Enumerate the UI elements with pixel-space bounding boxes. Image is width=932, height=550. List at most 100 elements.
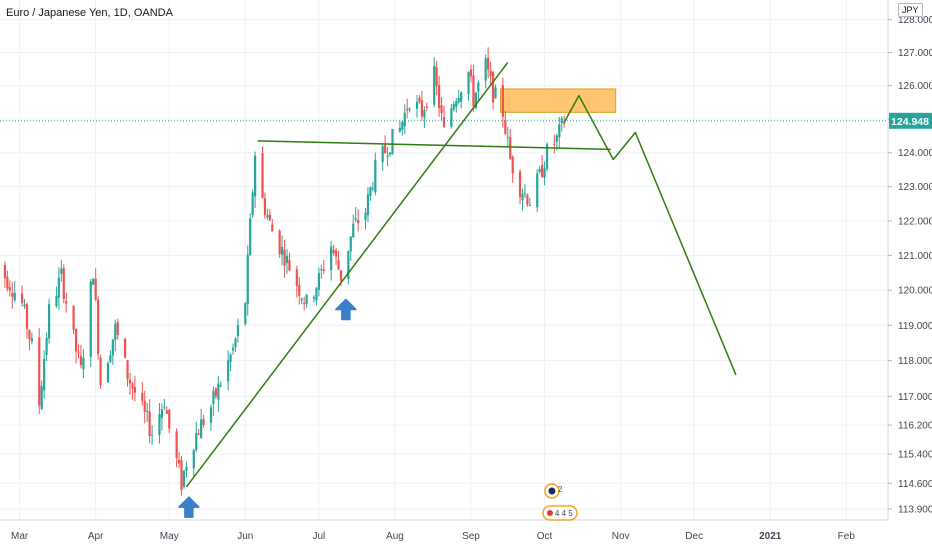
candle-body	[467, 72, 470, 94]
event-marker-bottom	[542, 505, 578, 521]
y-tick-label: 119.000	[898, 321, 932, 332]
candle-body	[420, 100, 424, 117]
legend-title: Euro / Japanese Yen, 1D, OANDA	[6, 7, 173, 19]
candle-body	[114, 323, 117, 340]
candle-body	[320, 269, 323, 271]
last-price-value: 124.948	[891, 116, 929, 128]
candle-body	[3, 264, 7, 279]
candle-body	[455, 101, 458, 107]
candle-body	[30, 338, 33, 342]
candle-body	[116, 321, 119, 336]
y-tick-label: 114.600	[898, 479, 932, 490]
x-tick-label: Dec	[685, 531, 703, 542]
candle-body	[25, 304, 29, 329]
x-tick-label: Nov	[612, 531, 630, 542]
candle-body	[47, 304, 51, 339]
candle-body	[148, 411, 151, 437]
candle-body	[433, 66, 436, 105]
candle-body	[469, 69, 473, 77]
candle-body	[111, 339, 114, 356]
candle-body	[555, 135, 558, 142]
x-tick-label: Feb	[838, 531, 856, 542]
time-axis[interactable]: Mar Apr May Jun Jul Aug Sep Oct Nov Dec 2021 Feb	[0, 519, 888, 542]
up-arrow-shape	[335, 298, 357, 321]
candle-body	[89, 281, 92, 357]
candle-body	[425, 106, 428, 108]
candle-body	[229, 354, 232, 363]
candle-body	[8, 287, 11, 291]
candle-body	[283, 249, 286, 266]
candle-body	[489, 70, 492, 76]
candle-body	[364, 212, 367, 221]
candle-body	[38, 337, 41, 406]
candle-body	[354, 218, 357, 220]
candle-body	[261, 153, 264, 198]
candle-body	[457, 97, 460, 103]
candle-body	[231, 347, 235, 351]
candle-body	[440, 105, 443, 114]
candle-body	[77, 351, 80, 353]
candle-body	[227, 360, 230, 382]
candle-body	[317, 273, 320, 290]
candle-body	[371, 188, 374, 190]
candle-body	[124, 338, 127, 358]
candle-body	[182, 470, 186, 487]
candle-body	[133, 387, 137, 393]
candle-body	[511, 156, 514, 174]
candle-body	[244, 303, 247, 325]
symbol-legend[interactable]: Euro / Japanese Yen, 1D, OANDA	[6, 7, 173, 19]
candle-body	[55, 295, 58, 307]
candle-body	[180, 460, 183, 491]
candle-body	[494, 87, 497, 99]
candle-body	[391, 129, 394, 155]
candle-body	[401, 122, 404, 130]
candle-body	[349, 236, 352, 252]
candle-body	[386, 155, 389, 157]
candle-body	[339, 270, 343, 281]
candle-body	[234, 338, 237, 348]
candle-body	[285, 255, 289, 263]
drawings[interactable]	[185, 61, 737, 488]
candle-body	[403, 112, 406, 127]
candle-body	[109, 355, 112, 362]
candle-body	[423, 110, 426, 118]
candle-body	[254, 155, 257, 197]
y-tick-label: 121.000	[898, 251, 932, 262]
x-tick-label: Jun	[237, 531, 253, 542]
currency-badge[interactable]: JPY	[898, 3, 923, 17]
candle-body	[334, 250, 338, 257]
candle-body	[322, 269, 325, 272]
candle-body	[330, 246, 333, 270]
candle-body	[460, 92, 463, 102]
candle-body	[28, 330, 31, 340]
candle-body	[347, 250, 350, 279]
candle-body	[45, 337, 48, 355]
candle-body	[472, 75, 475, 107]
event-markers[interactable]: 2 4 4 5	[542, 483, 578, 521]
candle-body	[246, 254, 249, 305]
candle-body	[312, 296, 316, 299]
event-flag-icon	[546, 510, 553, 516]
x-tick-label: Jul	[312, 531, 325, 542]
candle-body	[82, 358, 85, 370]
candle-body	[92, 278, 95, 285]
x-tick-label: Mar	[11, 531, 29, 542]
up-arrow-icon	[178, 496, 200, 518]
candle-body	[337, 260, 340, 270]
candle-body	[13, 292, 16, 301]
candle-body	[491, 71, 495, 103]
event-count-top: 2	[558, 485, 563, 494]
candle-body	[366, 194, 370, 216]
arrows[interactable]	[178, 298, 357, 518]
up-arrow-icon	[335, 298, 357, 321]
candle-body	[418, 97, 421, 102]
supply-zone[interactable]	[499, 88, 617, 113]
candle-body	[300, 299, 303, 301]
candle-body	[209, 407, 213, 423]
price-axis[interactable]: 128.000127.000126.000125.000124.000123.0…	[887, 0, 932, 520]
y-tick-label: 122.000	[898, 216, 932, 227]
candles	[3, 47, 566, 496]
candle-body	[298, 285, 301, 296]
